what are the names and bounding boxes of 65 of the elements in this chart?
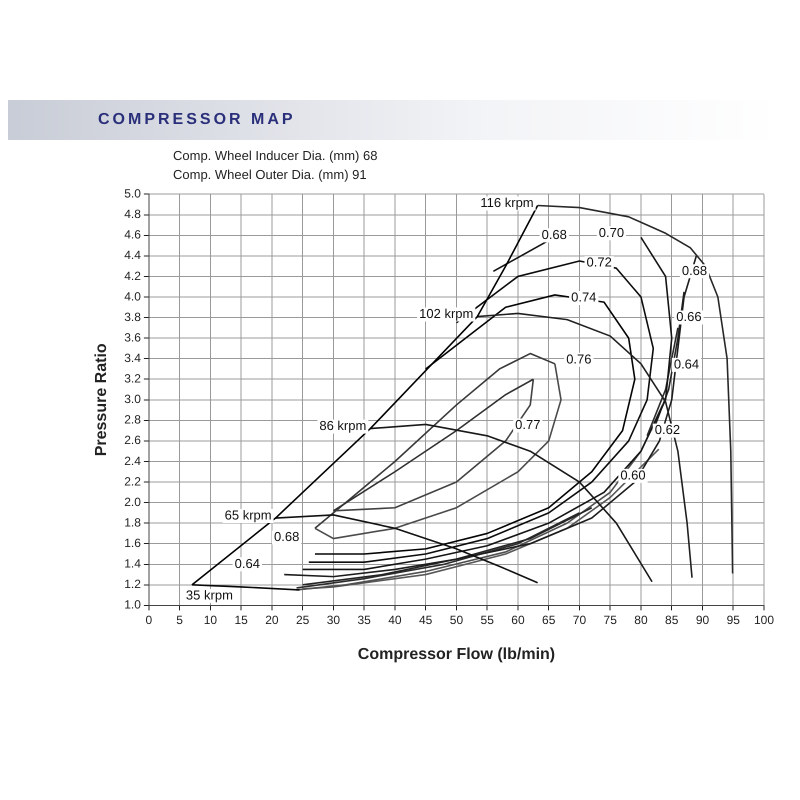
y-tick-label: 2.6 xyxy=(124,433,142,448)
x-tick-label: 35 xyxy=(357,612,372,627)
y-tick-label: 3.2 xyxy=(124,372,142,386)
x-tick-label: 55 xyxy=(480,612,494,627)
x-tick-label: 15 xyxy=(234,612,248,627)
annotation: 116 krpm xyxy=(480,195,534,210)
x-tick-label: 95 xyxy=(726,612,740,627)
x-tick-label: 65 xyxy=(542,612,556,627)
y-tick-label: 2.8 xyxy=(124,412,142,427)
annotation: 0.74 xyxy=(571,290,596,305)
annotation: 0.76 xyxy=(566,351,592,366)
y-tick-label: 5.0 xyxy=(124,186,142,201)
y-tick-label: 3.0 xyxy=(124,392,142,406)
annotation: 0.64 xyxy=(674,356,700,372)
x-tick-label: 20 xyxy=(265,612,279,627)
x-tick-label: 45 xyxy=(419,612,433,627)
y-tick-label: 1.8 xyxy=(124,515,142,530)
x-tick-label: 50 xyxy=(450,612,464,627)
x-tick-label: 100 xyxy=(754,612,774,627)
annotation: 0.68 xyxy=(274,529,300,544)
x-tick-label: 40 xyxy=(388,612,402,627)
annotation: 0.66 xyxy=(676,309,702,324)
y-tick-label: 2.4 xyxy=(124,454,142,468)
y-tick-label: 1.0 xyxy=(124,598,142,612)
annotation: 0.70 xyxy=(598,224,624,240)
annotation: 35 krpm xyxy=(186,587,233,602)
y-axis-title: Pressure Ratio xyxy=(93,343,110,456)
text: Comp. Wheel Outer Dia. (mm) 91 xyxy=(173,166,368,184)
y-tick-label: 2.0 xyxy=(124,494,142,509)
x-tick-label: 80 xyxy=(634,612,648,627)
annotation: 102 krpm xyxy=(419,306,474,322)
y-tick-label: 3.6 xyxy=(124,330,142,344)
y-tick-label: 2.2 xyxy=(124,474,142,488)
text: Comp. Wheel Inducer Dia. (mm) 68 xyxy=(173,147,378,165)
y-tick-label: 4.0 xyxy=(124,289,142,304)
x-tick-label: 10 xyxy=(204,612,218,627)
annotation: 0.64 xyxy=(234,556,260,571)
y-tick-label: 1.6 xyxy=(124,536,142,550)
x-tick-label: 70 xyxy=(572,612,586,627)
x-axis-title: Compressor Flow (lb/min) xyxy=(358,646,556,663)
annotation: 65 krpm xyxy=(224,508,272,523)
annotation: 0.68 xyxy=(682,262,708,278)
x-tick-label: 0 xyxy=(146,612,153,627)
x-tick-label: 5 xyxy=(176,612,184,627)
annotation: 0.62 xyxy=(654,422,680,438)
y-tick-label: 3.8 xyxy=(124,310,142,324)
y-tick-label: 1.4 xyxy=(124,556,142,571)
annotation: 86 krpm xyxy=(319,418,366,434)
x-tick-label: 30 xyxy=(326,612,340,627)
x-tick-label: 25 xyxy=(296,612,310,627)
annotation: 0.77 xyxy=(515,417,540,432)
annotation: 0.72 xyxy=(586,254,612,270)
x-tick-label: 75 xyxy=(604,612,618,627)
annotation: 0.68 xyxy=(542,226,567,242)
x-tick-label: 90 xyxy=(696,612,710,627)
annotation: 0.60 xyxy=(620,467,646,482)
y-tick-label: 1.2 xyxy=(124,577,142,592)
y-tick-label: 4.4 xyxy=(124,248,142,262)
x-tick-label: 85 xyxy=(665,612,679,627)
y-tick-label: 3.4 xyxy=(124,350,142,365)
y-tick-label: 4.2 xyxy=(124,268,142,283)
y-tick-label: 4.8 xyxy=(124,207,142,222)
x-tick-label: 60 xyxy=(511,612,525,627)
y-tick-label: 4.6 xyxy=(124,228,142,242)
chart-title: COMPRESSOR MAP xyxy=(98,111,296,129)
